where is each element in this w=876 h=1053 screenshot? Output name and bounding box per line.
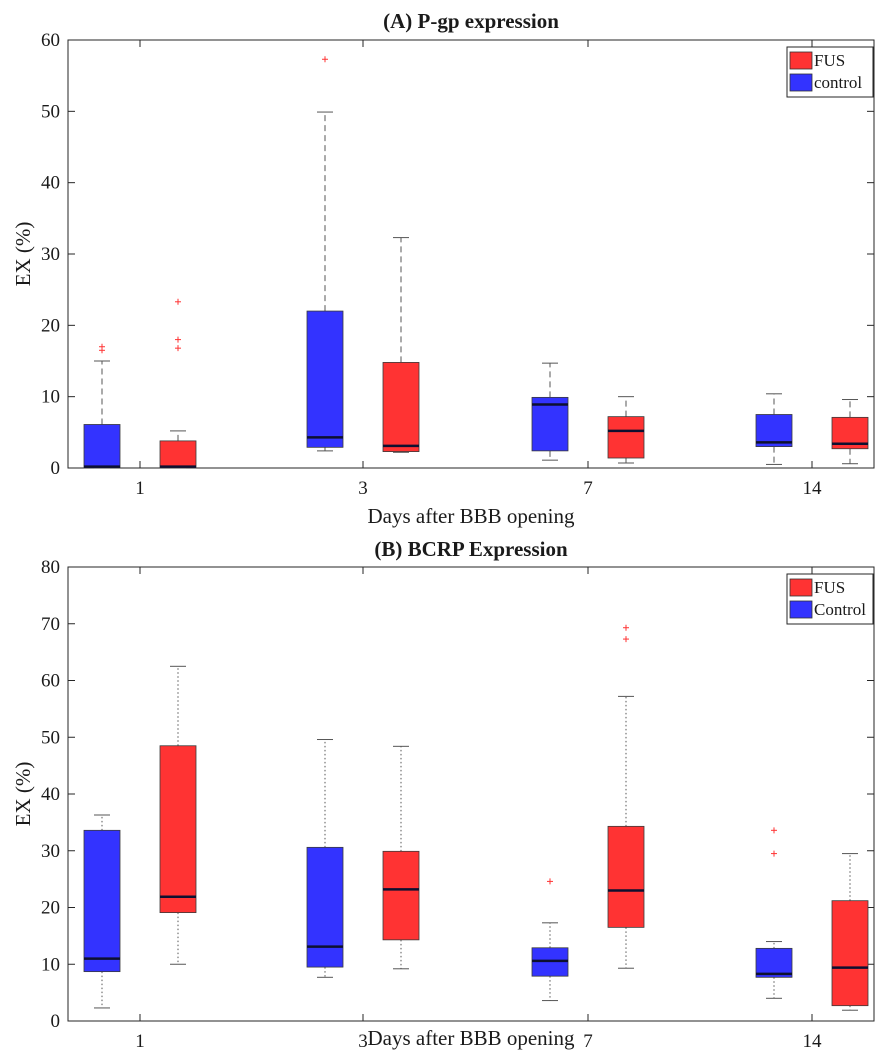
box-iqr <box>83 829 121 973</box>
box-iqr <box>159 745 197 914</box>
outlier-point <box>771 827 777 834</box>
y-axis-label: EX (%) <box>11 762 35 827</box>
box-iqr <box>382 362 420 452</box>
box-fus-7 <box>607 396 645 464</box>
box-iqr <box>531 396 569 452</box>
box-iqr <box>159 440 197 469</box>
box-iqr <box>607 416 645 459</box>
legend-swatch-fus <box>789 578 813 597</box>
legend-swatch-control <box>789 600 813 619</box>
box-fus-3 <box>382 237 420 453</box>
outlier-point <box>175 336 181 343</box>
box-fus-1 <box>159 665 197 965</box>
x-tick-label: 14 <box>803 478 823 499</box>
chart-panel-b: 0 10 20 30 40 50 60 70 80 1 3 7 14 (B) BCRP Expressio… <box>11 537 875 1052</box>
x-tick-label: 14 <box>803 1031 823 1052</box>
outlier-point <box>623 636 629 643</box>
legend-label-control: control <box>814 73 862 92</box>
legend: FUS control <box>786 46 874 98</box>
y-tick-label: 10 <box>41 954 60 975</box>
legend-label-fus: FUS <box>814 578 845 597</box>
box-control-14 <box>755 393 793 465</box>
outlier-point <box>99 343 105 350</box>
outlier-point <box>322 56 328 63</box>
x-tick-label: 1 <box>135 1031 145 1052</box>
x-axis-label: Days after BBB opening <box>367 1026 575 1050</box>
chart-title: (A) P-gp expression <box>383 9 559 33</box>
y-tick-label: 60 <box>41 30 60 51</box>
outlier-point <box>175 345 181 352</box>
plot-frame <box>67 39 875 469</box>
box-iqr <box>306 310 344 448</box>
box-control-7 <box>531 878 569 1002</box>
box-control-3 <box>306 56 344 452</box>
y-tick-label: 30 <box>41 841 60 862</box>
outlier-point <box>623 624 629 631</box>
box-iqr <box>306 846 344 968</box>
x-axis-label: Days after BBB opening <box>367 504 575 528</box>
legend-swatch-control <box>789 73 813 92</box>
box-iqr <box>831 900 869 1007</box>
box-control-3 <box>306 739 344 978</box>
box-iqr <box>607 825 645 928</box>
box-iqr <box>755 947 793 978</box>
x-tick-label: 1 <box>135 478 145 499</box>
legend: FUS Control <box>786 573 874 625</box>
legend-label-control: Control <box>814 600 866 619</box>
outlier-point <box>547 878 553 885</box>
x-tick-label: 3 <box>358 1031 368 1052</box>
box-control-1 <box>83 343 121 469</box>
y-tick-label: 60 <box>41 671 60 692</box>
box-control-7 <box>531 362 569 461</box>
legend-label-fus: FUS <box>814 51 845 70</box>
chart-title: (B) BCRP Expression <box>374 537 568 561</box>
box-fus-7 <box>607 624 645 969</box>
y-tick-label: 10 <box>41 387 60 408</box>
box-fus-14 <box>831 399 869 465</box>
box-control-14 <box>755 827 793 999</box>
box-fus-1 <box>159 298 197 469</box>
box-iqr <box>382 850 420 941</box>
box-iqr <box>83 424 121 469</box>
chart-panel-a: 0 10 20 30 40 50 60 1 3 7 14 (A) P-gp expression Day… <box>11 9 875 528</box>
y-tick-label: 20 <box>41 898 60 919</box>
y-tick-label: 50 <box>41 101 60 122</box>
x-tick-label: 7 <box>583 1031 593 1052</box>
y-tick-label: 30 <box>41 244 60 265</box>
x-tick-label: 3 <box>358 478 368 499</box>
legend-swatch-fus <box>789 51 813 70</box>
y-tick-label: 80 <box>41 557 60 578</box>
y-tick-label: 0 <box>51 1011 61 1032</box>
y-tick-label: 0 <box>51 458 61 479</box>
y-tick-label: 40 <box>41 784 60 805</box>
y-tick-label: 70 <box>41 614 60 635</box>
outlier-point <box>771 850 777 857</box>
y-axis-label: EX (%) <box>11 222 35 287</box>
x-tick-label: 7 <box>583 478 593 499</box>
y-tick-label: 50 <box>41 727 60 748</box>
box-fus-3 <box>382 745 420 970</box>
box-fus-14 <box>831 853 869 1011</box>
box-control-1 <box>83 814 121 1009</box>
y-tick-label: 40 <box>41 173 60 194</box>
y-tick-label: 20 <box>41 315 60 336</box>
outlier-point <box>175 298 181 305</box>
